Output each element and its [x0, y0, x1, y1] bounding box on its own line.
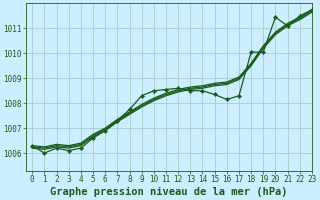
- X-axis label: Graphe pression niveau de la mer (hPa): Graphe pression niveau de la mer (hPa): [50, 186, 288, 197]
